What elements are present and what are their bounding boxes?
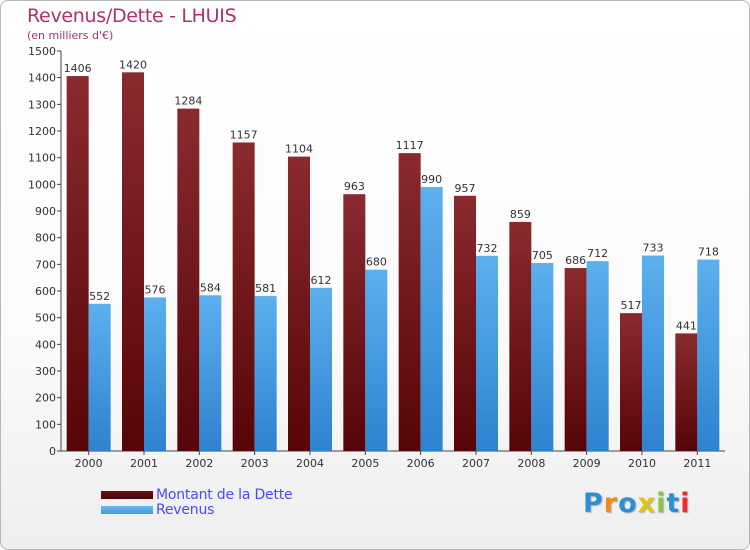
data-label-revenus: 990 bbox=[421, 173, 442, 186]
bar-revenus bbox=[586, 261, 609, 451]
x-tick-label: 2010 bbox=[628, 457, 656, 470]
data-label-dette: 1284 bbox=[174, 95, 202, 108]
bar-dette bbox=[288, 156, 310, 451]
logo-letter: r bbox=[603, 488, 619, 519]
data-label-revenus: 733 bbox=[643, 242, 664, 255]
x-tick-label: 2002 bbox=[185, 457, 213, 470]
logo-letter: t bbox=[666, 488, 681, 519]
proxiti-logo: Proxiti bbox=[583, 488, 691, 519]
y-tick-label: 100 bbox=[35, 418, 56, 431]
data-label-dette: 963 bbox=[344, 180, 365, 193]
bar-dette bbox=[509, 221, 532, 451]
y-tick-label: 800 bbox=[35, 232, 56, 245]
legend-swatch-dette bbox=[101, 490, 153, 499]
y-tick-label: 1500 bbox=[28, 45, 56, 58]
x-tick-label: 2000 bbox=[75, 457, 103, 470]
data-label-revenus: 552 bbox=[89, 290, 110, 303]
y-tick-label: 500 bbox=[35, 312, 56, 325]
logo-letter: x bbox=[637, 488, 657, 519]
legend: Montant de la Dette Revenus bbox=[101, 486, 293, 518]
data-label-dette: 441 bbox=[676, 319, 697, 332]
data-label-revenus: 576 bbox=[145, 283, 166, 296]
bar-revenus bbox=[642, 255, 664, 451]
bar-dette bbox=[675, 333, 698, 451]
bar-dette bbox=[343, 194, 366, 451]
bar-dette bbox=[564, 268, 587, 451]
data-label-revenus: 680 bbox=[366, 256, 387, 269]
data-label-dette: 1406 bbox=[64, 62, 92, 75]
data-label-revenus: 581 bbox=[255, 282, 276, 295]
y-tick-label: 400 bbox=[35, 338, 56, 351]
bar-revenus bbox=[88, 303, 111, 451]
legend-label-revenus: Revenus bbox=[156, 501, 215, 518]
chart-title: Revenus/Dette - LHUIS bbox=[27, 5, 237, 27]
logo-letter: i bbox=[656, 488, 667, 519]
x-tick-label: 2006 bbox=[407, 457, 435, 470]
y-tick-label: 0 bbox=[49, 445, 56, 458]
legend-item-dette: Montant de la Dette bbox=[101, 486, 293, 503]
bar-revenus bbox=[144, 297, 166, 451]
x-tick-label: 2005 bbox=[351, 457, 379, 470]
x-tick-label: 2004 bbox=[296, 457, 324, 470]
bar-dette bbox=[232, 142, 255, 451]
data-label-revenus: 584 bbox=[200, 281, 221, 294]
bar-revenus bbox=[531, 263, 554, 451]
logo-letter: P bbox=[583, 488, 604, 519]
data-label-dette: 1420 bbox=[119, 58, 147, 71]
chart-subtitle: (en milliers d'€) bbox=[27, 29, 114, 42]
data-label-dette: 1117 bbox=[396, 139, 424, 152]
x-tick-label: 2011 bbox=[683, 457, 711, 470]
y-tick-label: 1200 bbox=[28, 125, 56, 138]
logo-letter: o bbox=[618, 488, 638, 519]
data-label-dette: 957 bbox=[455, 182, 476, 195]
x-tick-label: 2001 bbox=[130, 457, 158, 470]
data-label-dette: 686 bbox=[565, 254, 586, 267]
bar-dette bbox=[454, 195, 476, 451]
data-label-dette: 517 bbox=[621, 299, 642, 312]
y-tick-label: 200 bbox=[35, 392, 56, 405]
bar-revenus bbox=[199, 295, 222, 451]
bar-revenus bbox=[420, 187, 443, 451]
data-label-dette: 859 bbox=[510, 208, 531, 221]
logo-letter: i bbox=[680, 488, 691, 519]
y-tick-label: 1100 bbox=[28, 152, 56, 165]
x-tick-label: 2003 bbox=[241, 457, 269, 470]
y-tick-label: 1000 bbox=[28, 178, 56, 191]
bar-dette bbox=[177, 108, 200, 451]
data-label-revenus: 712 bbox=[587, 247, 608, 260]
data-label-revenus: 612 bbox=[311, 274, 332, 287]
x-tick-label: 2009 bbox=[573, 457, 601, 470]
y-tick-label: 600 bbox=[35, 285, 56, 298]
bar-revenus bbox=[697, 259, 720, 451]
legend-item-revenus: Revenus bbox=[101, 501, 292, 518]
y-tick-label: 1400 bbox=[28, 72, 56, 85]
legend-swatch-revenus bbox=[101, 505, 153, 514]
y-tick-label: 700 bbox=[35, 258, 56, 271]
legend-label-dette: Montant de la Dette bbox=[156, 486, 293, 503]
bar-chart: 0 100 200 300 400 500 600 700 800 900 1000 1100 1200… bbox=[28, 45, 725, 470]
bar-revenus bbox=[365, 269, 388, 451]
data-label-revenus: 705 bbox=[532, 249, 553, 262]
bar-dette bbox=[620, 313, 642, 451]
data-label-revenus: 718 bbox=[698, 246, 719, 259]
bar-dette bbox=[122, 72, 144, 451]
y-tick-label: 300 bbox=[35, 365, 56, 378]
bar-revenus bbox=[254, 296, 277, 451]
data-label-revenus: 732 bbox=[477, 242, 498, 255]
x-tick-label: 2007 bbox=[462, 457, 490, 470]
bar-revenus bbox=[476, 255, 498, 451]
bar-revenus bbox=[310, 287, 332, 451]
bar-dette bbox=[66, 76, 89, 452]
x-tick-label: 2008 bbox=[517, 457, 545, 470]
data-label-dette: 1104 bbox=[285, 143, 313, 156]
y-tick-label: 1300 bbox=[28, 98, 56, 111]
data-label-dette: 1157 bbox=[230, 128, 258, 141]
y-tick-label: 900 bbox=[35, 205, 56, 218]
bar-dette bbox=[398, 153, 421, 451]
